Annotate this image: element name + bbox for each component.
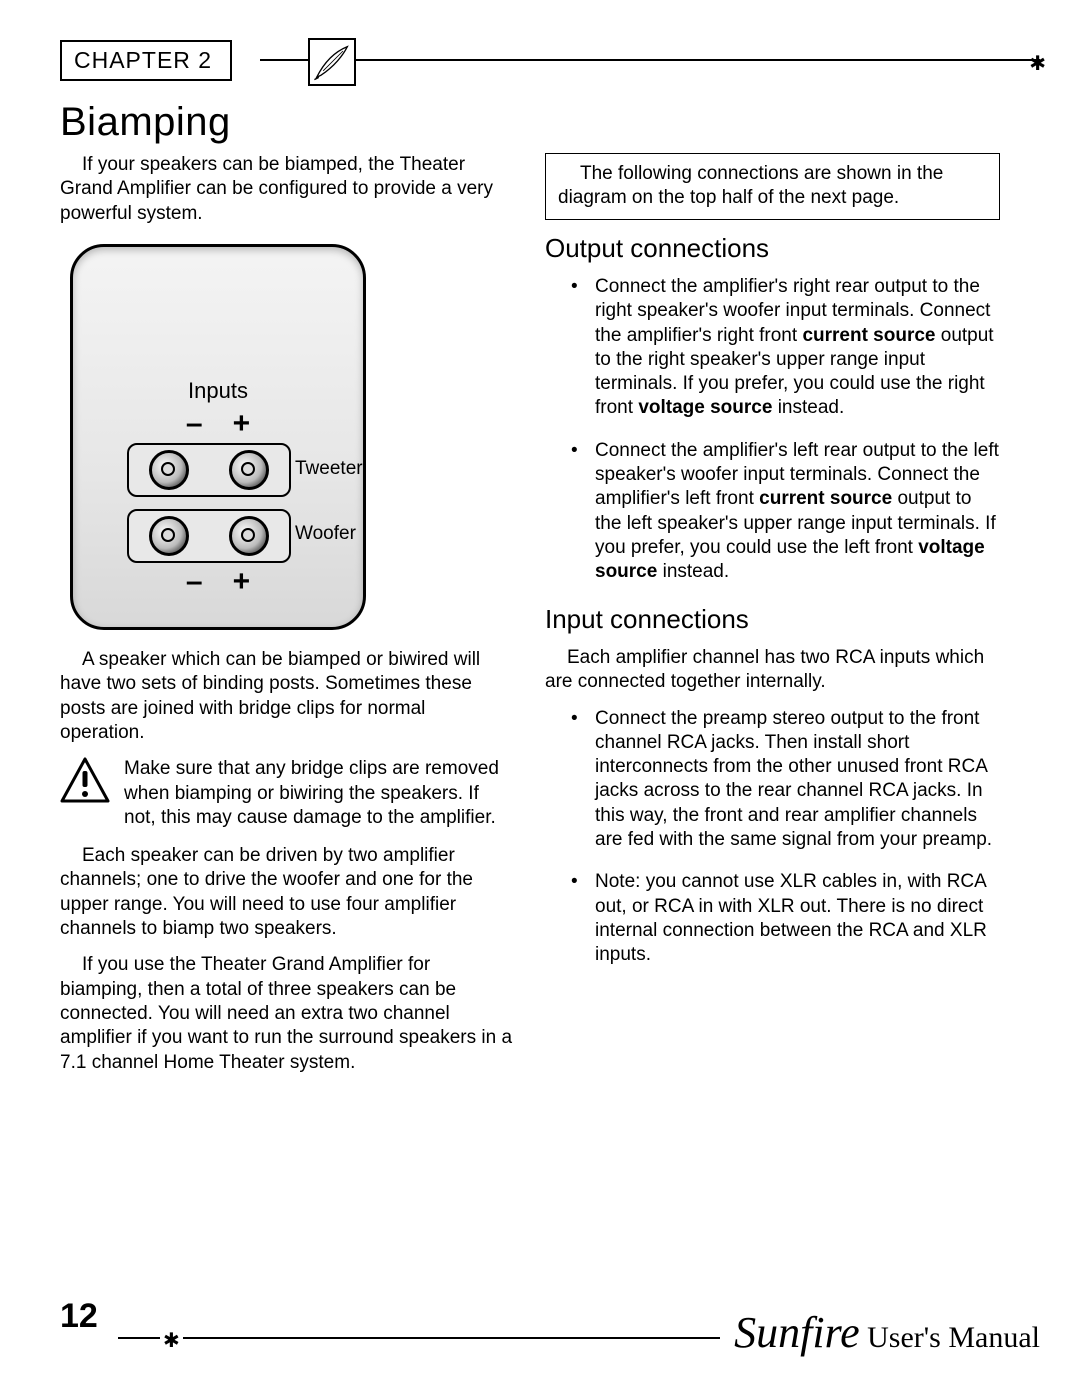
brand-logo: Sunfire — [734, 1308, 859, 1357]
binding-post-icon — [229, 516, 269, 556]
page-title: Biamping — [60, 100, 1020, 145]
right-column: The following connections are shown in t… — [545, 153, 1000, 1087]
note-text: The following connections are shown in t… — [558, 162, 987, 211]
input-intro: Each amplifier channel has two RCA input… — [545, 646, 1000, 695]
channels-paragraph: Each speaker can be driven by two amplif… — [60, 844, 515, 941]
manual-label: User's Manual — [860, 1321, 1040, 1354]
tweeter-terminal-plate — [127, 443, 291, 497]
page-header: CHAPTER 2 ✱ — [60, 40, 1040, 80]
note-box: The following connections are shown in t… — [545, 153, 1000, 220]
tweeter-label: Tweeter — [295, 457, 363, 481]
input-bullet: Note: you cannot use XLR cables in, with… — [595, 870, 1000, 967]
content-area: Biamping If your speakers can be biamped… — [60, 100, 1020, 1087]
binding-post-icon — [229, 450, 269, 490]
page-number: 12 — [60, 1297, 98, 1336]
woofer-terminal-plate — [127, 509, 291, 563]
speaker-diagram: Inputs –+ Tweeter Woofer — [70, 244, 515, 630]
theater-paragraph: If you use the Theater Grand Ampli­fier … — [60, 953, 515, 1075]
warning-block: Make sure that any bridge clips are remo… — [60, 757, 515, 830]
star-icon: ✱ — [160, 1328, 183, 1353]
output-bullet-list: Connect the amplifier's right rear outpu… — [545, 275, 1000, 585]
star-icon: ✱ — [1029, 51, 1046, 76]
diagram-polarity-bottom: –+ — [73, 563, 363, 601]
output-bullet: Connect the amplifier's right rear outpu… — [595, 275, 1000, 421]
warning-text: Make sure that any bridge clips are remo… — [124, 757, 515, 830]
input-connections-heading: Input connections — [545, 603, 1000, 636]
diagram-inputs-label: Inputs — [73, 377, 363, 405]
footer-rule — [118, 1337, 720, 1339]
input-bullet: Connect the preamp stereo output to the … — [595, 707, 1000, 853]
diagram-polarity-top: –+ — [73, 405, 363, 443]
quill-icon — [308, 38, 356, 86]
binding-post-icon — [149, 450, 189, 490]
output-bullet: Connect the amplifier's left rear output… — [595, 439, 1000, 585]
left-column: If your speakers can be biamped, the The… — [60, 153, 515, 1087]
binding-post-icon — [149, 516, 189, 556]
page-footer: 12 ✱ Sunfire User's Manual — [60, 1297, 1040, 1357]
input-bullet-list: Connect the preamp stereo output to the … — [545, 707, 1000, 968]
output-connections-heading: Output connections — [545, 232, 1000, 265]
woofer-label: Woofer — [295, 522, 356, 546]
intro-paragraph: If your speakers can be biamped, the The… — [60, 153, 515, 226]
biamp-description: A speaker which can be biamped or biwire… — [60, 648, 515, 745]
warning-icon — [60, 757, 110, 803]
brand-line: Sunfire User's Manual — [734, 1307, 1040, 1358]
chapter-label: CHAPTER 2 — [60, 40, 232, 81]
header-rule — [260, 59, 1040, 61]
